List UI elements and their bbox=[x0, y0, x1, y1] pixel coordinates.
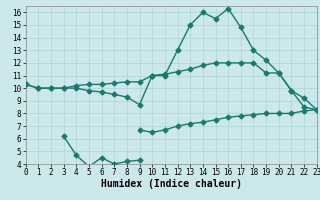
X-axis label: Humidex (Indice chaleur): Humidex (Indice chaleur) bbox=[101, 179, 242, 189]
